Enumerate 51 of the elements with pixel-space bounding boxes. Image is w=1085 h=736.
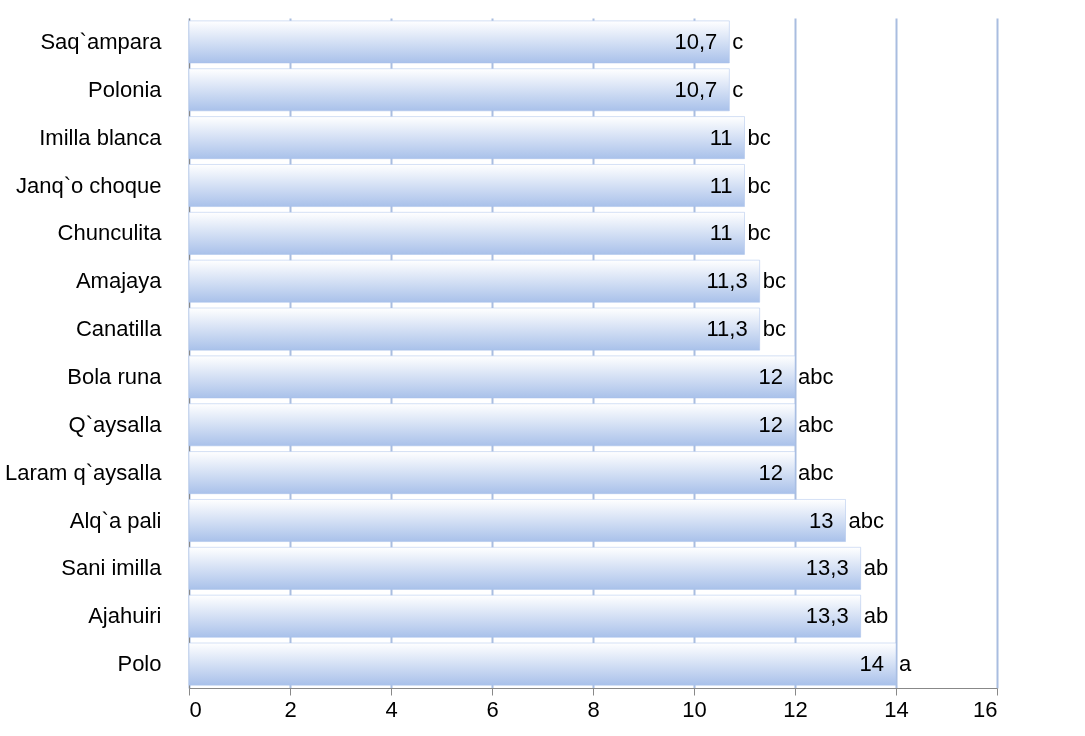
y-tick-label: Laram q`aysalla [4,459,163,485]
x-tick-label: 16 [973,696,998,722]
x-tick-label: 6 [486,696,499,722]
y-tick-label: Ajahuiri [88,603,162,629]
y-tick-label: Imilla blanca [39,124,163,150]
annotation: abc [798,411,834,437]
annotation: ab [863,555,889,581]
annotation: bc [747,220,771,246]
data-label: 13,3 [805,555,849,581]
y-tick-label: Amajaya [75,268,163,294]
annotation: c [732,76,744,102]
data-label: 10,7 [674,76,718,102]
annotation: abc [848,507,884,533]
x-tick-label: 10 [682,696,707,722]
data-label: 12 [758,411,783,437]
y-tick-label: Janq`o choque [15,172,162,198]
annotation: c [732,28,744,54]
data-label: 13 [809,507,834,533]
data-label: 11 [709,124,733,150]
annotation: a [899,651,912,677]
y-tick-label: Alq`a pali [69,507,162,533]
annotation: bc [747,124,771,150]
annotation: abc [798,459,834,485]
data-label: 11,3 [706,268,748,294]
annotation: bc [747,172,771,198]
y-tick-label: Sani imilla [61,555,163,581]
data-label: 11 [709,220,733,246]
y-tick-label: Chunculita [57,220,163,246]
y-tick-label: Saq`ampara [40,28,163,54]
y-tick-label: Polo [117,651,162,677]
x-tick-label: 0 [189,696,202,722]
data-label: 14 [859,651,884,677]
x-tick-label: 2 [284,696,297,722]
x-tick-label: 12 [783,696,808,722]
annotation: abc [798,363,834,389]
data-label: 12 [758,459,783,485]
y-tick-label: Canatilla [75,316,163,342]
data-label: 12 [758,363,783,389]
data-label: 13,3 [805,603,849,629]
annotation: ab [863,603,889,629]
data-label: 11 [709,172,733,198]
y-tick-label: Bola runa [67,363,163,389]
y-tick-label: Q`aysalla [68,411,163,437]
annotation: bc [762,268,786,294]
data-label: 10,7 [674,28,718,54]
y-tick-label: Polonia [88,76,163,102]
x-tick-label: 14 [884,696,909,722]
x-tick-label: 8 [587,696,600,722]
x-tick-label: 4 [385,696,398,722]
data-label: 11,3 [706,316,748,342]
annotation: bc [762,316,786,342]
